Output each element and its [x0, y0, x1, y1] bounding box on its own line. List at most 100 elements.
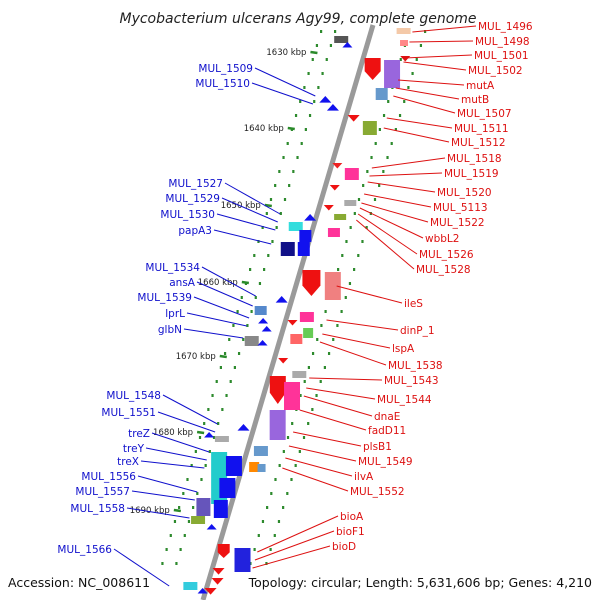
tick-mark	[173, 508, 182, 513]
topology-text: Topology: circular; Length: 5,631,606 bp…	[248, 575, 592, 590]
leader-line	[299, 409, 367, 431]
track-dot	[365, 226, 368, 229]
track-dot	[307, 422, 310, 425]
gene-label-left: lprL	[165, 308, 185, 320]
track-dot	[290, 478, 293, 481]
tick-label: 1670 kbp	[176, 352, 216, 362]
tick-label: 1630 kbp	[266, 48, 306, 58]
track-dot	[279, 212, 282, 215]
track-dot	[390, 142, 393, 145]
track-dot	[294, 114, 298, 117]
gene-feature-left	[254, 306, 267, 315]
gene-label-left: MUL_1529	[165, 193, 220, 205]
gene-label-left: MUL_1557	[75, 486, 130, 498]
left-gene-labels: MUL_1509 MUL_1510 MUL_1527 MUL_1529 MUL_1530…	[57, 63, 316, 587]
track-dot	[282, 450, 285, 453]
track-dot	[246, 324, 249, 327]
track-dot	[299, 394, 302, 397]
gene-feature-right	[292, 371, 307, 378]
gene-feature-left	[297, 242, 310, 256]
track-dot	[340, 310, 343, 313]
track-dot	[373, 198, 377, 201]
gene-label-right: fadD11	[368, 425, 406, 437]
gene-feature-right	[257, 464, 266, 472]
tick-mark	[241, 280, 250, 285]
accession-text: Accession: NC_008611	[8, 575, 150, 590]
track-dot	[332, 338, 335, 341]
track-dot	[320, 324, 323, 327]
leader-line	[303, 395, 373, 417]
track-dot	[278, 464, 281, 467]
track-dot	[169, 534, 172, 537]
track-dot	[302, 436, 306, 439]
track-dot	[300, 142, 303, 145]
gene-label-right: MUL_1507	[457, 108, 512, 120]
gene-feature-right	[217, 544, 230, 558]
track-dot	[257, 534, 260, 537]
leader-line	[404, 54, 473, 59]
gene-label-right: bioA	[340, 511, 364, 523]
track-dot	[269, 198, 273, 201]
tick-mark	[264, 203, 272, 208]
track-dot	[236, 310, 239, 313]
leader-line	[398, 79, 465, 86]
gene-label-right: plsB1	[363, 441, 392, 453]
leader-line	[196, 281, 253, 307]
gene-feature-right	[269, 410, 286, 440]
track-dot	[374, 142, 377, 145]
gene-label-left: ansA	[169, 277, 196, 289]
track-dot	[307, 366, 310, 369]
gene-feature-left	[288, 222, 303, 231]
track-dot	[207, 408, 210, 411]
track-dot	[208, 450, 211, 453]
leader-line	[224, 182, 281, 215]
gene-label-right: bioF1	[336, 526, 365, 538]
track-dot	[319, 380, 322, 383]
track-dot	[187, 520, 191, 523]
gene-label-right: MUL_1518	[447, 153, 502, 165]
track-dot	[387, 100, 390, 103]
track-dot	[286, 436, 290, 439]
gene-label-left: MUL_1551	[101, 407, 156, 419]
gene-label-left: MUL_1534	[145, 262, 200, 274]
gene-feature-right	[344, 168, 359, 180]
track-dot	[270, 492, 273, 495]
track-dot	[329, 44, 333, 47]
gene-label-left: glbN	[158, 324, 182, 336]
gene-feature-right	[278, 358, 289, 364]
leader-line	[359, 207, 424, 239]
track-dot	[196, 492, 199, 495]
track-dot	[348, 282, 352, 285]
gene-label-left: papA3	[178, 225, 212, 237]
track-dot	[254, 296, 257, 299]
leader-line	[221, 197, 278, 223]
leader-line	[183, 328, 244, 339]
leader-line	[282, 467, 349, 492]
track-dot	[311, 352, 315, 355]
gene-feature-left	[319, 96, 332, 103]
track-dot	[398, 114, 402, 117]
gene-label-right: mutA	[466, 80, 495, 92]
gene-label-left: treX	[117, 456, 139, 468]
leader-line	[369, 172, 443, 177]
gene-feature-right	[287, 320, 298, 326]
track-dot	[278, 170, 281, 173]
track-dot	[336, 324, 339, 327]
gene-feature-left	[196, 498, 211, 516]
track-dot	[183, 534, 186, 537]
gene-feature-left	[204, 432, 215, 438]
track-dot	[186, 478, 189, 481]
leader-line	[288, 445, 357, 462]
track-dot	[298, 450, 301, 453]
track-dot	[320, 30, 323, 33]
track-dot	[316, 338, 319, 341]
track-dot	[175, 562, 178, 565]
track-dot	[403, 100, 406, 103]
gene-feature-right	[324, 272, 341, 300]
gene-feature-right	[290, 334, 303, 344]
tick-mark	[219, 354, 227, 359]
gene-feature-right	[327, 228, 340, 237]
track-dot	[194, 450, 197, 453]
track-dot	[382, 114, 386, 117]
